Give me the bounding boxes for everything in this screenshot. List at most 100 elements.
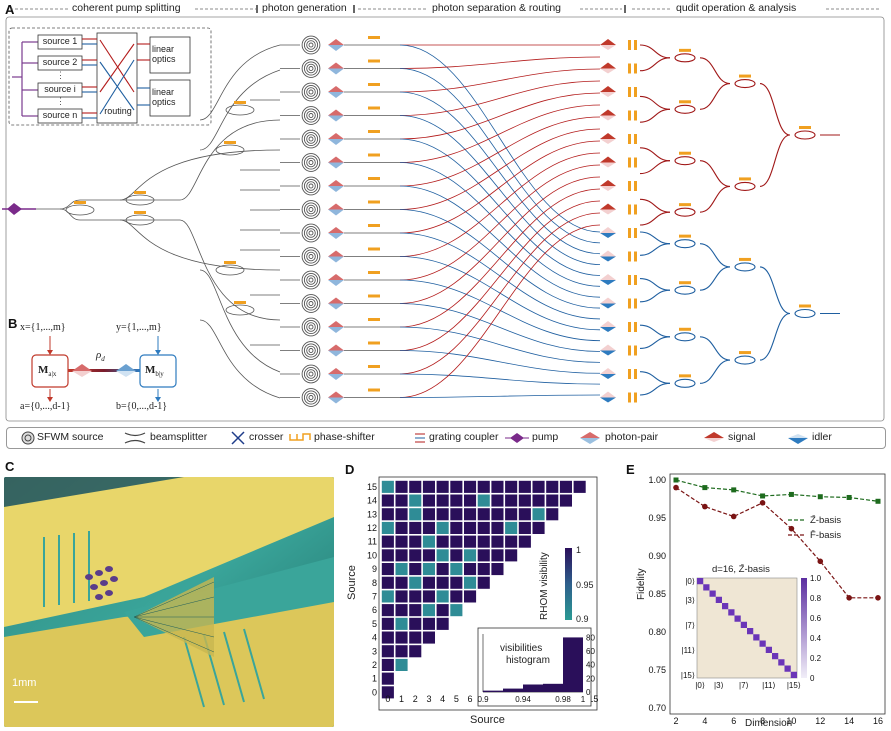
sfwm-source <box>301 388 321 407</box>
stage-label-separation-routing: photon separation & routing <box>432 2 562 14</box>
sfwm-source <box>301 82 321 102</box>
phase-shifter <box>628 251 637 262</box>
legend-crosser: crosser <box>249 431 284 443</box>
legend-phase-shifter: phase-shifter <box>314 431 375 443</box>
photon-pair <box>280 321 400 333</box>
qudit-tree <box>639 231 840 396</box>
phase-shifter <box>628 322 637 332</box>
phase-shifter <box>628 87 637 97</box>
phase-shifter <box>628 345 637 356</box>
legend-signal: signal <box>728 431 756 443</box>
sfwm-source <box>301 176 321 196</box>
b-a-label: a={0,...,d-1} <box>20 401 71 412</box>
legend-sfwm-source: SFWM source <box>37 431 104 443</box>
phase-shifter <box>368 153 380 157</box>
sfwm-source <box>301 247 321 266</box>
signal-marker <box>600 133 616 144</box>
phase-shifter <box>368 177 380 180</box>
legend-beamsplitter: beamsplitter <box>150 431 208 443</box>
legend-idler: idler <box>812 431 832 443</box>
d-inset-title-1: visibilities <box>500 643 543 654</box>
photon-pair <box>280 86 400 98</box>
d-ylabel-text: Source <box>346 565 358 600</box>
signal-marker <box>600 156 616 168</box>
sfwm-source <box>301 59 321 78</box>
svg-text:⋮: ⋮ <box>56 70 65 80</box>
phase-shifter <box>368 83 380 86</box>
signal-marker <box>600 109 616 121</box>
phase-shifter <box>368 59 380 63</box>
sfwm-source <box>301 294 321 313</box>
phase-shifter <box>368 106 380 110</box>
photon-pair <box>280 391 400 404</box>
phase-shifter <box>628 40 637 50</box>
b-m-right: Mb|y <box>145 364 164 379</box>
phase-shifter <box>368 365 380 368</box>
photon-pair <box>280 39 400 51</box>
photon-pair <box>280 203 400 216</box>
chip-photo: 1mm <box>4 477 334 727</box>
panel-letter-c: C <box>5 459 15 474</box>
phase-shifter <box>368 294 380 298</box>
inset-linear-optics-1: linear optics <box>152 44 176 64</box>
phase-shifter <box>368 200 380 204</box>
photon-pair <box>280 344 400 357</box>
inset-source-n: source n <box>42 110 78 120</box>
legend-symbols <box>21 431 808 445</box>
d-inset-title-2: histogram <box>506 655 550 666</box>
inset-linear-optics-2: linear optics <box>152 87 176 107</box>
photon-pair <box>280 156 400 169</box>
signal-marker <box>600 297 616 309</box>
stage-label-qudit-operation: qudit operation & analysis <box>676 2 797 14</box>
signal-marker <box>600 344 616 356</box>
phase-shifter <box>368 130 380 133</box>
phase-shifter <box>628 228 637 238</box>
phase-shifter <box>628 63 637 74</box>
phase-shifter <box>368 271 380 274</box>
signal-marker <box>600 250 616 262</box>
legend-grating-coupler: grating coupler <box>429 431 499 443</box>
panel-letter-e: E <box>626 462 635 477</box>
inset-routing-label: routing <box>104 106 132 116</box>
signal-marker <box>600 274 616 285</box>
legend-photon-pair: photon-pair <box>605 431 659 443</box>
phase-shifter <box>628 298 637 309</box>
photon-pair <box>280 368 400 380</box>
sfwm-source <box>301 341 321 360</box>
d-cbar-tick-1: 1 <box>576 545 582 555</box>
stage-label-photon-generation: photon generation <box>262 2 347 14</box>
phase-shifter <box>368 36 380 39</box>
b-m-left: Ma|x <box>38 364 57 379</box>
e-inset-title: d=16, Z̄-basis <box>712 564 770 575</box>
sfwm-source <box>301 153 321 172</box>
b-b-label: b={0,...,d-1} <box>116 401 168 412</box>
signal-marker <box>600 39 616 50</box>
phase-shifter <box>628 134 637 144</box>
phase-shifter <box>368 247 380 251</box>
legend-bar: SFWM source beamsplitter crosser phase-s… <box>6 427 886 449</box>
chip-scale-label: 1mm <box>12 677 37 689</box>
qudit-tree <box>639 44 840 226</box>
signal-marker <box>600 203 616 215</box>
b-x-label: x={1,...,m} <box>20 322 66 333</box>
inset-source-2: source 2 <box>42 57 78 67</box>
phase-shifter <box>628 275 637 285</box>
phase-shifter <box>368 341 380 345</box>
e-ylabel: Fidelity <box>636 568 647 600</box>
signal-marker <box>600 227 616 238</box>
panel-letter-a: A <box>5 2 15 17</box>
photon-pair <box>280 227 400 239</box>
b-rho: ρd <box>96 349 105 364</box>
d-cbar-tick-095: 0.95 <box>576 580 594 590</box>
legend-pump: pump <box>532 431 559 443</box>
signal-marker <box>600 391 616 403</box>
sfwm-source <box>301 200 321 219</box>
b-y-label: y={1,...,m} <box>116 322 162 333</box>
svg-text:⋮: ⋮ <box>56 96 65 106</box>
phase-shifter <box>368 388 380 392</box>
panel-letter-b: B <box>8 316 18 331</box>
photon-pair <box>280 133 400 145</box>
e-legend-f: F̄-basis <box>810 530 842 541</box>
phase-shifter <box>368 224 380 227</box>
